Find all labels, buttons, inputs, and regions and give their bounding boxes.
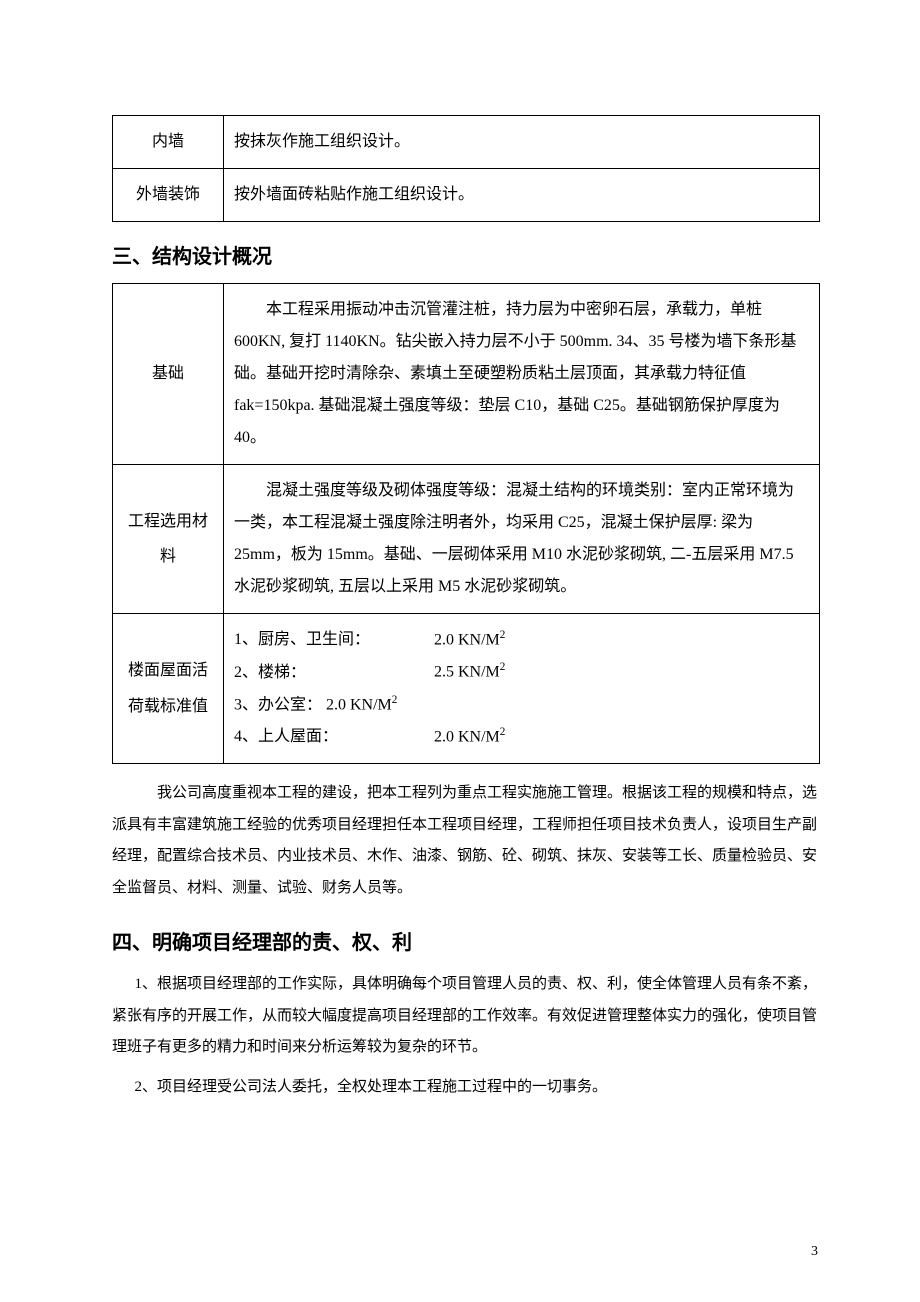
load-item: 1、厨房、卫生间：2.0 KN/M2: [234, 624, 809, 656]
paragraph-4-2: 2、项目经理受公司法人委托，全权处理本工程施工过程中的一切事务。: [112, 1072, 820, 1104]
table-structure: 基础 本工程采用振动冲击沉管灌注桩，持力层为中密卵石层，承载力，单桩 600KN…: [112, 283, 820, 764]
cell-text: 本工程采用振动冲击沉管灌注桩，持力层为中密卵石层，承载力，单桩 600KN, 复…: [234, 294, 809, 454]
paragraph-4-1: 1、根据项目经理部的工作实际，具体明确每个项目管理人员的责、权、利，使全体管理人…: [112, 969, 820, 1064]
load-item: 2、楼梯：2.5 KN/M2: [234, 656, 809, 688]
load-name: 1、厨房、卫生间：: [234, 624, 434, 656]
load-value: 2.0 KN/M: [434, 631, 500, 648]
cell-content: 混凝土强度等级及砌体强度等级：混凝土结构的环境类别：室内正常环境为一类，本工程混…: [224, 465, 820, 614]
load-name: 2、楼梯：: [234, 657, 434, 689]
cell-content-loads: 1、厨房、卫生间：2.0 KN/M2 2、楼梯：2.5 KN/M2 3、办公室：…: [224, 614, 820, 764]
load-item: 3、办公室： 2.0 KN/M2: [234, 689, 809, 721]
table-row: 基础 本工程采用振动冲击沉管灌注桩，持力层为中密卵石层，承载力，单桩 600KN…: [113, 284, 820, 465]
cell-label: 工程选用材料: [113, 465, 224, 614]
table-row: 外墙装饰 按外墙面砖粘贴作施工组织设计。: [113, 169, 820, 222]
load-name: 4、上人屋面：: [234, 721, 434, 753]
cell-text: 混凝土强度等级及砌体强度等级：混凝土结构的环境类别：室内正常环境为一类，本工程混…: [234, 475, 809, 603]
load-sup: 2: [500, 726, 506, 738]
cell-content: 本工程采用振动冲击沉管灌注桩，持力层为中密卵石层，承载力，单桩 600KN, 复…: [224, 284, 820, 465]
load-value: 2.5 KN/M: [434, 664, 500, 681]
cell-label: 内墙: [113, 116, 224, 169]
section4-heading: 四、明确项目经理部的责、权、利: [112, 926, 820, 955]
cell-label: 外墙装饰: [113, 169, 224, 222]
table-row: 楼面屋面活荷载标准值 1、厨房、卫生间：2.0 KN/M2 2、楼梯：2.5 K…: [113, 614, 820, 764]
load-value: 2.0 KN/M: [434, 728, 500, 745]
cell-content: 按外墙面砖粘贴作施工组织设计。: [224, 169, 820, 222]
load-sup: 2: [500, 661, 506, 673]
document-page: 内墙 按抹灰作施工组织设计。 外墙装饰 按外墙面砖粘贴作施工组织设计。 三、结构…: [0, 0, 920, 1302]
cell-label: 楼面屋面活荷载标准值: [113, 614, 224, 764]
page-number: 3: [811, 1244, 818, 1260]
table-decoration: 内墙 按抹灰作施工组织设计。 外墙装饰 按外墙面砖粘贴作施工组织设计。: [112, 115, 820, 222]
load-item: 4、上人屋面：2.0 KN/M2: [234, 721, 809, 753]
section3-heading: 三、结构设计概况: [112, 240, 820, 269]
table-row: 内墙 按抹灰作施工组织设计。: [113, 116, 820, 169]
load-sup: 2: [392, 694, 398, 706]
cell-label: 基础: [113, 284, 224, 465]
cell-content: 按抹灰作施工组织设计。: [224, 116, 820, 169]
table-row: 工程选用材料 混凝土强度等级及砌体强度等级：混凝土结构的环境类别：室内正常环境为…: [113, 465, 820, 614]
paragraph-company: 我公司高度重视本工程的建设，把本工程列为重点工程实施施工管理。根据该工程的规模和…: [112, 778, 820, 904]
load-name: 3、办公室： 2.0 KN/M: [234, 696, 392, 713]
load-sup: 2: [500, 629, 506, 641]
